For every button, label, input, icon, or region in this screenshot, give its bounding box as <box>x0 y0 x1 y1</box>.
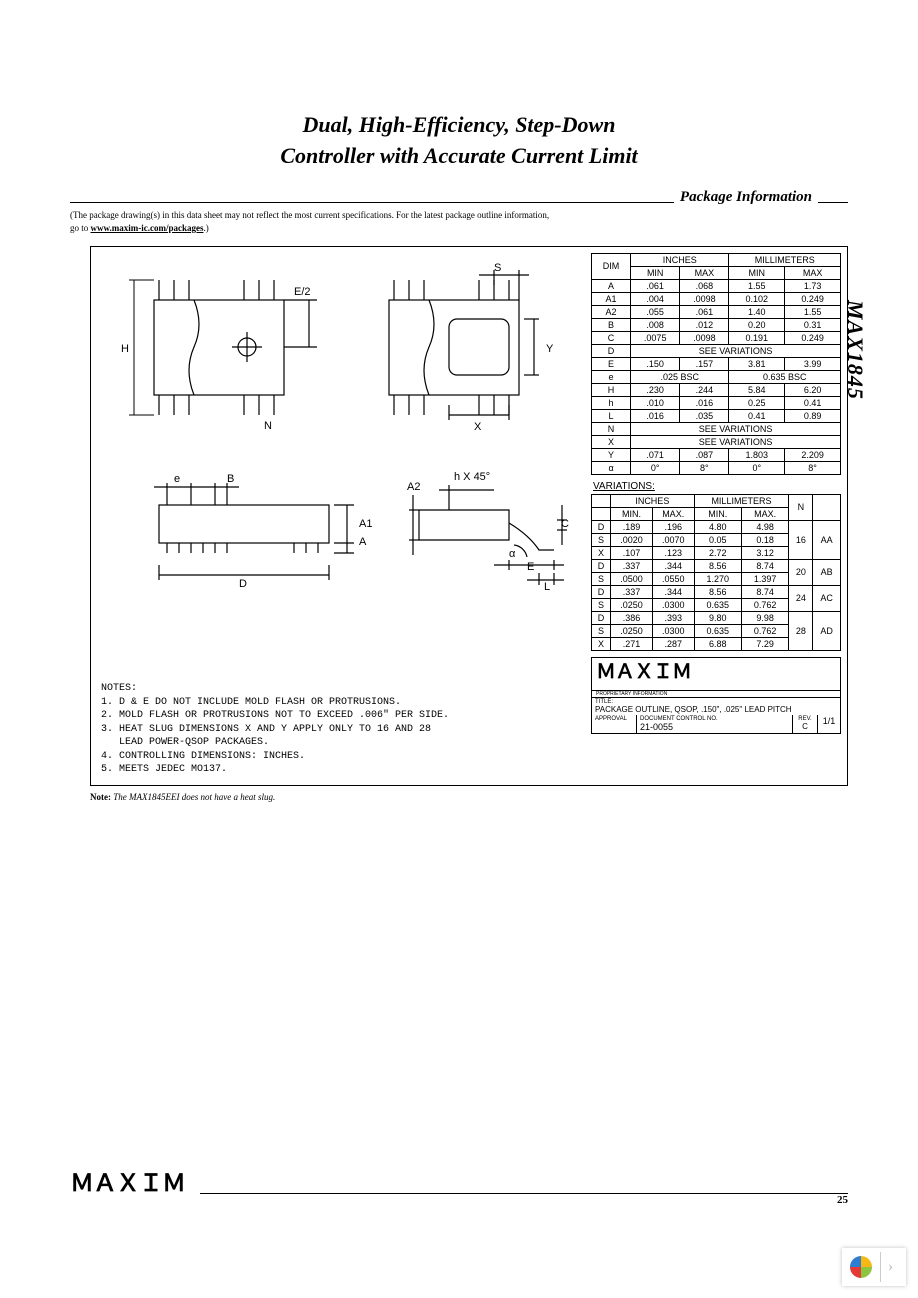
disclaimer-prefix: go to <box>70 223 91 233</box>
variation-row: D.337.3448.568.7424AC <box>592 585 841 598</box>
dim-row: L.016.0350.410.89 <box>592 409 841 422</box>
drawing-title-block: ＭＡＸＩＭ PROPRIETARY INFORMATION TITLE: PAC… <box>591 657 841 734</box>
svg-text:A: A <box>359 536 367 548</box>
package-drawing-frame: E/2 H N <box>90 246 848 786</box>
svg-text:ＭＡＸＩＭ: ＭＡＸＩＭ <box>70 1170 185 1197</box>
svg-text:X: X <box>474 421 482 433</box>
package-title: PACKAGE OUTLINE, QSOP, .150", .025" LEAD… <box>595 705 792 714</box>
next-arrow-icon[interactable]: › <box>880 1252 900 1282</box>
svg-text:A2: A2 <box>407 481 420 493</box>
section-label: Package Information <box>674 189 818 206</box>
maxim-logo-footer: ＭＡＸＩＭ <box>70 1169 200 1204</box>
footnote: Note: The MAX1845EEI does not have a hea… <box>90 792 848 802</box>
dim-row: A2.055.0611.401.55 <box>592 305 841 318</box>
svg-text:H: H <box>121 343 129 355</box>
svg-text:Y: Y <box>546 343 554 355</box>
svg-text:ＭＡＸＩＭ: ＭＡＸＩＭ <box>596 661 691 682</box>
rev: C <box>802 722 808 731</box>
disclaimer-text: (The package drawing(s) in this data she… <box>70 209 848 236</box>
sheet-number: 1/1 <box>818 715 840 733</box>
svg-text:e: e <box>174 473 180 485</box>
disclaimer-line-1: (The package drawing(s) in this data she… <box>70 210 549 220</box>
variation-row: D.386.3939.809.9828AD <box>592 611 841 624</box>
dim-row: Y.071.0871.8032.209 <box>592 448 841 461</box>
dim-row: E.150.1573.813.99 <box>592 357 841 370</box>
dimension-tables: DIM INCHES MILLIMETERS MINMAX MINMAX A.0… <box>591 253 841 734</box>
dim-row: C.0075.00980.1910.249 <box>592 331 841 344</box>
dim-row: B.008.0120.200.31 <box>592 318 841 331</box>
dim-row: H.230.2445.846.20 <box>592 383 841 396</box>
svg-text:B: B <box>227 473 234 485</box>
svg-text:D: D <box>239 578 247 590</box>
disclaimer-suffix: .) <box>204 223 209 233</box>
svg-text:S: S <box>494 262 501 274</box>
svg-text:E/2: E/2 <box>294 286 311 298</box>
proprietary-label: PROPRIETARY INFORMATION <box>592 690 840 697</box>
viewer-widget[interactable]: › <box>842 1248 906 1286</box>
pinwheel-icon <box>848 1254 874 1280</box>
dim-row: A1.004.00980.1020.249 <box>592 292 841 305</box>
dim-row: A.061.0681.551.73 <box>592 279 841 292</box>
dim-row: e.025 BSC0.635 BSC <box>592 370 841 383</box>
page-title: Dual, High-Efficiency, Step-Down Control… <box>0 110 918 172</box>
dimensions-table: DIM INCHES MILLIMETERS MINMAX MINMAX A.0… <box>591 253 841 475</box>
package-outline-svg: E/2 H N <box>99 255 569 615</box>
svg-text:h X 45°: h X 45° <box>454 471 490 483</box>
maxim-logo-small: ＭＡＸＩＭ <box>592 658 840 690</box>
variation-row: D.189.1964.804.9816AA <box>592 520 841 533</box>
doc-number: 21-0055 <box>640 722 673 732</box>
dim-row: α0°8°0°8° <box>592 461 841 474</box>
svg-text:A1: A1 <box>359 518 372 530</box>
section-divider: Package Information <box>70 202 848 203</box>
variations-label: VARIATIONS: <box>593 481 841 492</box>
svg-text:E: E <box>527 561 534 573</box>
dim-row: DSEE VARIATIONS <box>592 344 841 357</box>
page-number: 25 <box>837 1194 848 1206</box>
title-line-1: Dual, High-Efficiency, Step-Down <box>0 110 918 141</box>
variations-table: INCHES MILLIMETERS N MIN.MAX. MIN.MAX. D… <box>591 494 841 651</box>
variation-row: D.337.3448.568.7420AB <box>592 559 841 572</box>
title-line-2: Controller with Accurate Current Limit <box>0 141 918 172</box>
dim-row: NSEE VARIATIONS <box>592 422 841 435</box>
svg-text:L: L <box>544 581 550 593</box>
svg-text:C: C <box>561 518 569 530</box>
svg-text:N: N <box>264 420 272 432</box>
disclaimer-link[interactable]: www.maxim-ic.com/packages <box>91 223 204 233</box>
dim-row: XSEE VARIATIONS <box>592 435 841 448</box>
footer-divider <box>200 1193 848 1194</box>
svg-text:α: α <box>509 548 516 560</box>
dim-row: h.010.0160.250.41 <box>592 396 841 409</box>
drawing-notes: NOTES: 1. D & E DO NOT INCLUDE MOLD FLAS… <box>101 682 449 777</box>
